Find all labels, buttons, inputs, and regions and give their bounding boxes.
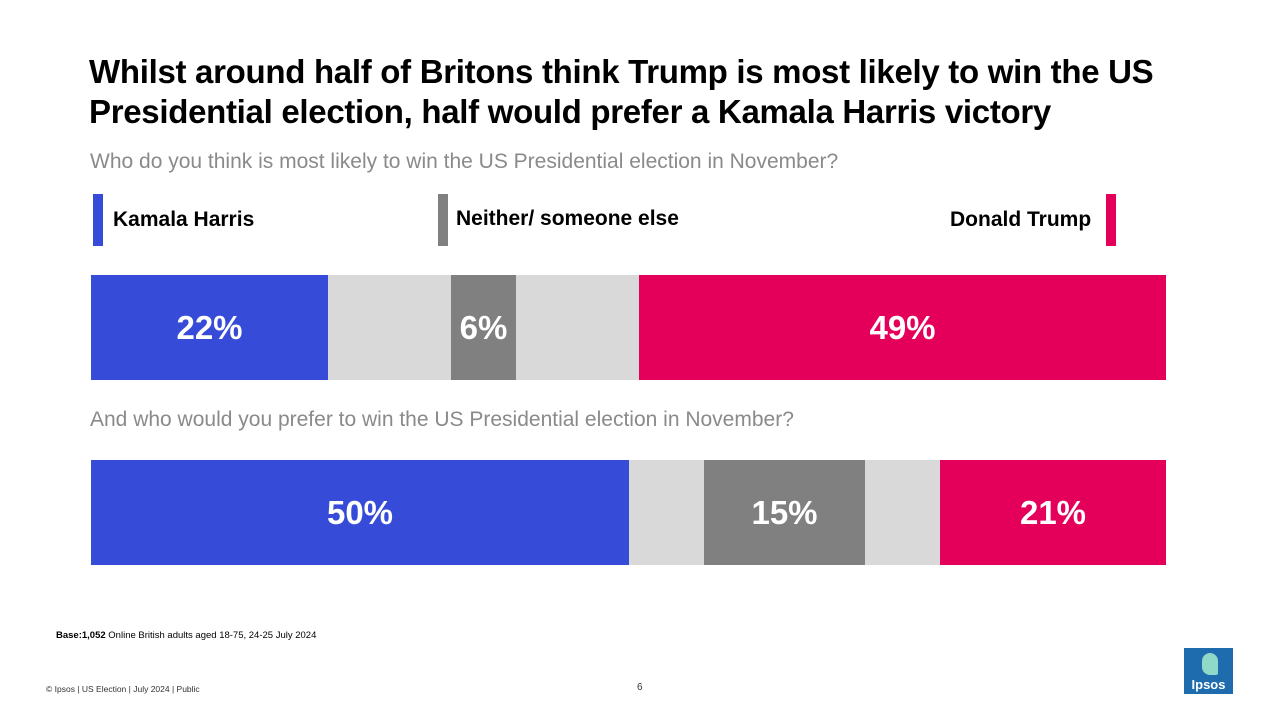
data-label-harris: 22% (176, 308, 243, 346)
base-note-text: Online British adults aged 18-75, 24-25 … (105, 630, 317, 641)
bar-segment-trump (940, 460, 1166, 565)
page-title: Whilst around half of Britons think Trum… (89, 53, 1154, 130)
data-label-neither: 15% (751, 493, 818, 531)
bar-segment-harris (91, 275, 328, 380)
question-preferred-winner: And who would you prefer to win the US P… (90, 408, 794, 431)
legend-neither-label: Neither/ someone else (456, 207, 679, 230)
footer-text: © Ipsos | US Election | July 2024 | Publ… (46, 684, 200, 694)
base-note-bold: Base:1,052 (56, 630, 106, 641)
logo-text: Ipsos (1191, 677, 1226, 692)
bar-row-preferred-winner: 50% 15% 21% (91, 460, 1166, 565)
data-label-trump: 21% (1019, 493, 1087, 531)
bar-segment-harris (91, 460, 629, 565)
legend-trump-label: Donald Trump (950, 208, 1092, 231)
base-note: Base:1,052 Online British adults aged 18… (56, 630, 316, 641)
data-label-trump: 49% (869, 308, 936, 346)
legend-harris-swatch (93, 194, 103, 246)
data-label-neither: 6% (459, 308, 508, 346)
logo-shape (1202, 653, 1218, 675)
bar-row-likely-winner: 22% 6% 49% (91, 275, 1166, 380)
ipsos-logo: Ipsos (1184, 648, 1233, 694)
bar-segment-neither (451, 275, 516, 380)
question-likely-winner: Who do you think is most likely to win t… (90, 150, 839, 173)
legend-harris-label: Kamala Harris (113, 208, 255, 231)
legend-trump-swatch (1106, 194, 1116, 246)
page-number: 6 (637, 682, 643, 693)
data-label-harris: 50% (326, 493, 394, 531)
bar-segment-neither (704, 460, 865, 565)
bar-segment-trump (639, 275, 1166, 380)
legend-neither-swatch (438, 194, 448, 246)
